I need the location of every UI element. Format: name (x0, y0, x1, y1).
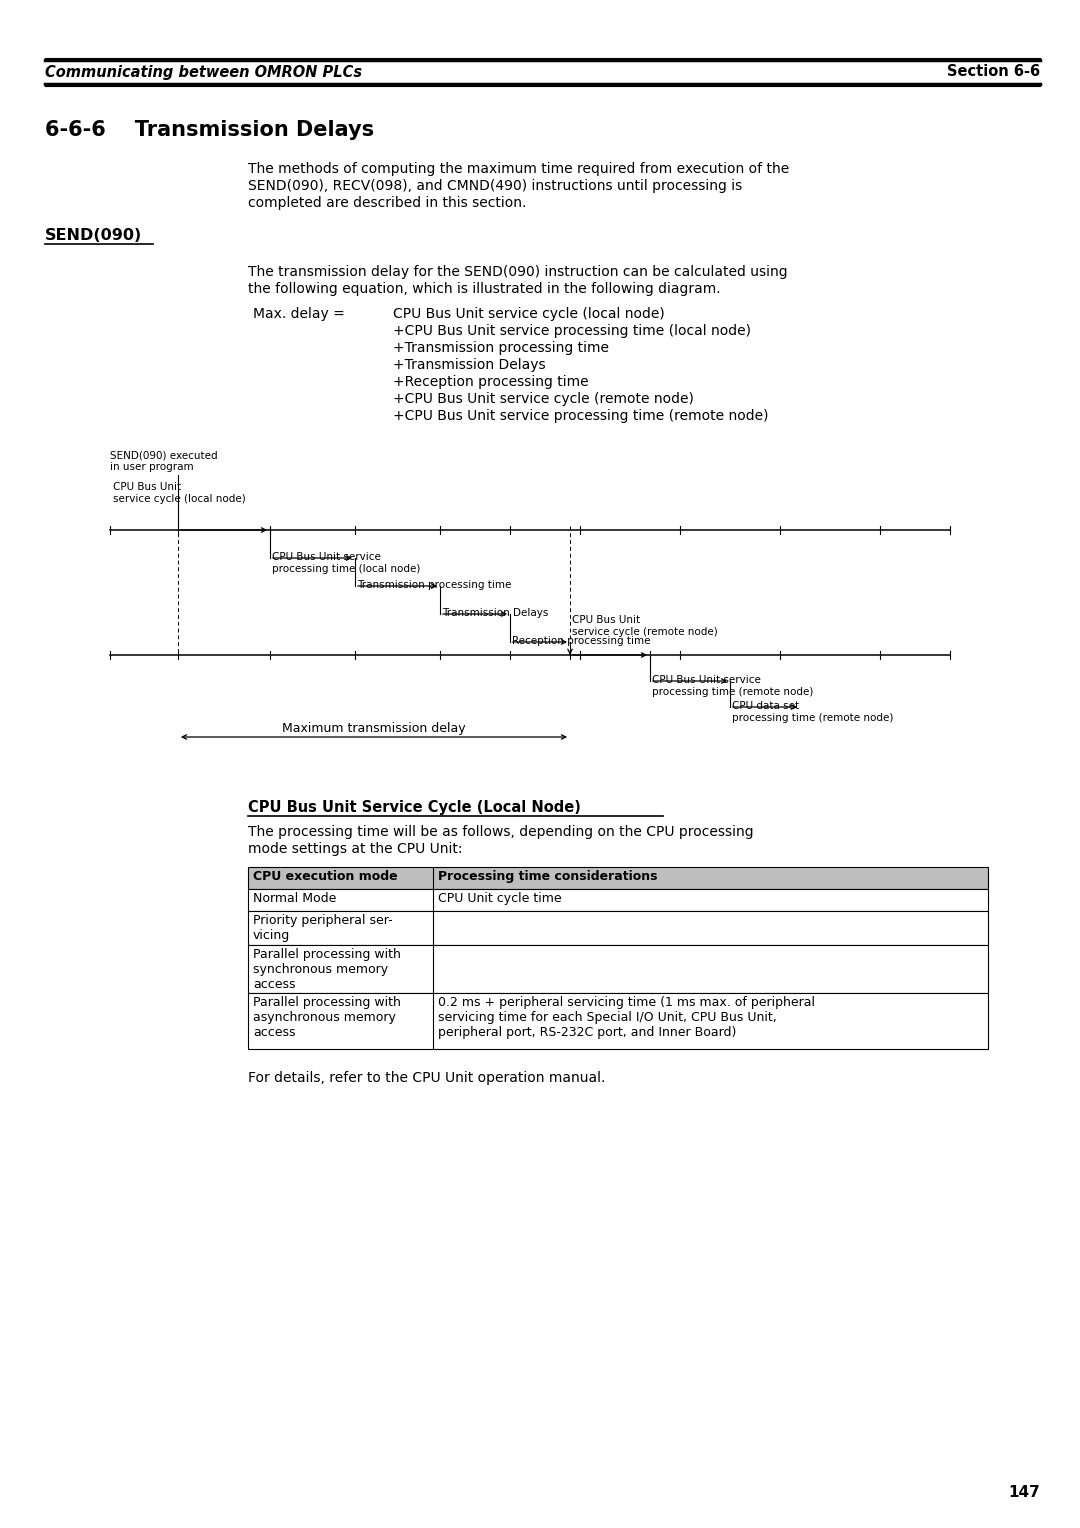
Text: Maximum transmission delay: Maximum transmission delay (282, 723, 465, 735)
Text: +Transmission processing time: +Transmission processing time (393, 341, 609, 354)
Bar (248, 866, 988, 889)
Text: CPU Bus Unit service
processing time (remote node): CPU Bus Unit service processing time (re… (652, 675, 813, 697)
Bar (248, 944, 988, 993)
Text: the following equation, which is illustrated in the following diagram.: the following equation, which is illustr… (248, 283, 720, 296)
Text: +CPU Bus Unit service cycle (remote node): +CPU Bus Unit service cycle (remote node… (393, 393, 693, 406)
Text: Section 6-6: Section 6-6 (947, 64, 1040, 79)
Text: 147: 147 (1009, 1485, 1040, 1500)
Text: +Transmission Delays: +Transmission Delays (393, 358, 545, 371)
Text: Normal Mode: Normal Mode (253, 892, 336, 905)
Text: The methods of computing the maximum time required from execution of the: The methods of computing the maximum tim… (248, 162, 789, 176)
Bar (248, 889, 988, 911)
Bar (248, 993, 988, 1050)
Text: +CPU Bus Unit service processing time (remote node): +CPU Bus Unit service processing time (r… (393, 410, 769, 423)
Text: 0.2 ms + peripheral servicing time (1 ms max. of peripheral
servicing time for e: 0.2 ms + peripheral servicing time (1 ms… (438, 996, 815, 1039)
Text: SEND(090) executed
in user program: SEND(090) executed in user program (110, 451, 218, 472)
Text: Parallel processing with
synchronous memory
access: Parallel processing with synchronous mem… (253, 947, 401, 992)
Text: CPU Bus Unit
service cycle (remote node): CPU Bus Unit service cycle (remote node) (572, 614, 718, 637)
Text: Communicating between OMRON PLCs: Communicating between OMRON PLCs (45, 64, 362, 79)
Text: The processing time will be as follows, depending on the CPU processing: The processing time will be as follows, … (248, 825, 754, 839)
Text: CPU Bus Unit service cycle (local node): CPU Bus Unit service cycle (local node) (393, 307, 665, 321)
Text: completed are described in this section.: completed are described in this section. (248, 196, 526, 209)
Text: Transmission Delays: Transmission Delays (442, 608, 549, 617)
Text: SEND(090), RECV(098), and CMND(490) instructions until processing is: SEND(090), RECV(098), and CMND(490) inst… (248, 179, 742, 193)
Text: Priority peripheral ser-
vicing: Priority peripheral ser- vicing (253, 914, 393, 941)
Bar (248, 911, 988, 944)
Text: Parallel processing with
asynchronous memory
access: Parallel processing with asynchronous me… (253, 996, 401, 1039)
Text: CPU Bus Unit Service Cycle (Local Node): CPU Bus Unit Service Cycle (Local Node) (248, 801, 581, 814)
Text: CPU Bus Unit
service cycle (local node): CPU Bus Unit service cycle (local node) (113, 481, 246, 504)
Text: CPU execution mode: CPU execution mode (253, 869, 397, 883)
Text: Transmission processing time: Transmission processing time (357, 581, 511, 590)
Text: CPU Bus Unit service
processing time (local node): CPU Bus Unit service processing time (lo… (272, 552, 420, 573)
Text: Max. delay =: Max. delay = (253, 307, 345, 321)
Text: 6-6-6    Transmission Delays: 6-6-6 Transmission Delays (45, 121, 374, 141)
Text: For details, refer to the CPU Unit operation manual.: For details, refer to the CPU Unit opera… (248, 1071, 606, 1085)
Text: Reception processing time: Reception processing time (512, 636, 650, 646)
Text: +Reception processing time: +Reception processing time (393, 374, 589, 390)
Text: Processing time considerations: Processing time considerations (438, 869, 658, 883)
Text: CPU data set
processing time (remote node): CPU data set processing time (remote nod… (732, 701, 893, 723)
Text: SEND(090): SEND(090) (45, 228, 143, 243)
Text: The transmission delay for the SEND(090) instruction can be calculated using: The transmission delay for the SEND(090)… (248, 264, 787, 280)
Text: +CPU Bus Unit service processing time (local node): +CPU Bus Unit service processing time (l… (393, 324, 751, 338)
Text: CPU Unit cycle time: CPU Unit cycle time (438, 892, 562, 905)
Text: mode settings at the CPU Unit:: mode settings at the CPU Unit: (248, 842, 462, 856)
